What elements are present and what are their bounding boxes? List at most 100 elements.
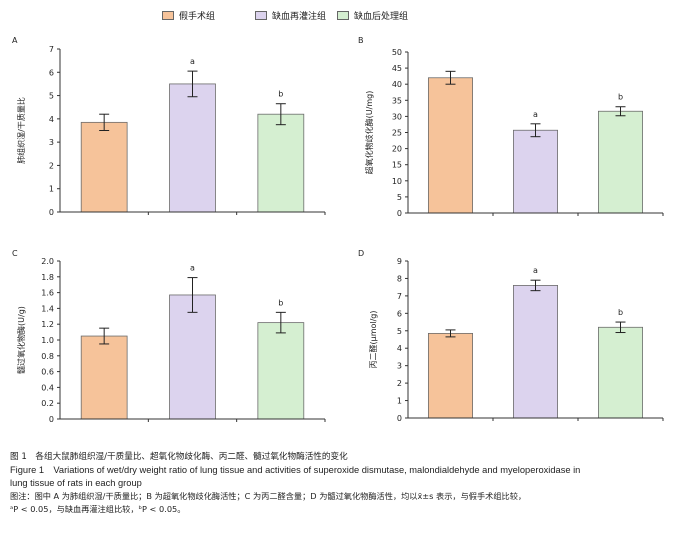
chart-d-bar-2 (513, 285, 559, 419)
chart-c-sig-label-2: a (190, 264, 195, 273)
chart-c-errorbar-3 (275, 311, 286, 334)
chart-d-errorbar-2 (530, 279, 541, 292)
chart-c-errorbar-2 (187, 277, 198, 313)
chart-a-errorbar-1 (99, 113, 110, 131)
legend-label-sham: 假手术组 (179, 11, 216, 22)
legend-item-ir: 缺血再灌注组 (255, 9, 327, 22)
chart-d-sig-label-2: a (533, 266, 538, 275)
legend-label-ir: 缺血再灌注组 (272, 11, 327, 22)
chart-d-ytick-label-5: 5 (397, 327, 402, 336)
chart-b-bar-3 (598, 110, 644, 214)
chart-a-errorbar-3 (275, 103, 286, 126)
chart-c-ytick-label-9: 1.8 (41, 273, 54, 282)
chart-c-bar-2 (169, 294, 216, 420)
chart-d-ytick-label-4: 4 (397, 344, 402, 353)
figure-caption: 图 1 各组大鼠肺组织湿/干质量比、超氧化物歧化酶、丙二醛、髓过氧化物酶活性的变… (10, 451, 680, 516)
chart-a-ytick-label-3: 3 (49, 138, 54, 147)
chart-a-errorbar-2 (187, 70, 198, 98)
caption-note-line-1: 图注：图中 A 为肺组织湿/干质量比；B 为超氧化物歧化酶活性；C 为丙二醛含量… (10, 491, 527, 501)
chart-d-ytick-label-9: 9 (397, 257, 402, 266)
chart-b-errorbar-3 (615, 106, 626, 117)
chart-d-ytick-label-8: 8 (397, 274, 402, 283)
chart-a-ytick-label-1: 1 (49, 185, 54, 194)
chart-b-errorbar-2 (530, 123, 541, 138)
chart-d-ylabel: 丙二醛(μmol/g) (368, 310, 378, 368)
chart-c-ytick-label-0: 0 (49, 415, 54, 424)
legend: 假手术组 缺血再灌注组 缺血后处理组 (0, 0, 686, 26)
chart-a-ytick-label-7: 7 (49, 45, 54, 54)
chart-a-sig-label-2: a (190, 57, 195, 66)
chart-c-ytick-label-3: 0.6 (41, 368, 54, 377)
chart-d-panel-letter: D (358, 249, 364, 258)
chart-a-bar-2 (169, 83, 216, 213)
chart-c-bar-1 (80, 335, 128, 420)
legend-swatch-ir (255, 10, 267, 20)
chart-c-ytick-label-2: 0.4 (41, 383, 54, 392)
chart-b-ytick-label-2: 10 (392, 177, 402, 186)
chart-c-ytick-label-10: 2.0 (41, 257, 54, 266)
chart-a-ylabel: 肺组织湿/干质量比 (16, 97, 26, 164)
chart-b-sig-label-2: a (533, 110, 538, 119)
chart-a-ytick-label-5: 5 (49, 92, 54, 101)
chart-c: C 髓过氧化物酶(U/g) a b 0 0.2 0.4 0.6 0.8 1.0 1.2 1.4 1.6 1… (12, 249, 326, 424)
chart-d-errorbar-3 (615, 321, 626, 334)
chart-c-ytick-label-4: 0.8 (41, 352, 54, 361)
chart-b-ytick-label-9: 45 (392, 64, 402, 73)
chart-c-ytick-label-8: 1.6 (41, 289, 54, 298)
caption-note-line-2: ᵃP < 0.05，与缺血再灌注组比较，ᵇP < 0.05。 (10, 504, 186, 514)
chart-b-ytick-label-7: 35 (392, 96, 402, 105)
chart-b-ytick-label-4: 20 (392, 145, 402, 154)
chart-b-bar-1 (427, 77, 473, 214)
chart-b-ytick-label-1: 5 (397, 193, 402, 202)
chart-c-ytick-label-7: 1.4 (41, 304, 54, 313)
chart-b-ytick-label-6: 30 (392, 112, 402, 121)
chart-c-sig-label-3: b (278, 298, 283, 307)
chart-b-ytick-label-3: 15 (392, 161, 402, 170)
chart-d: D 丙二醛(μmol/g) a b 0 1 2 3 4 5 6 7 8 9 (358, 249, 664, 423)
legend-item-postcond: 缺血后处理组 (337, 9, 409, 22)
chart-c-errorbar-1 (99, 327, 110, 345)
chart-b-ytick-label-8: 40 (392, 80, 402, 89)
chart-d-bar-3 (598, 326, 644, 419)
chart-d-sig-label-3: b (618, 308, 623, 317)
chart-b-panel-letter: B (358, 36, 364, 45)
legend-swatch-postcond (337, 10, 349, 20)
caption-en-line-1: Figure 1 Variations of wet/dry weight ra… (10, 465, 581, 475)
caption-zh-title: 图 1 各组大鼠肺组织湿/干质量比、超氧化物歧化酶、丙二醛、髓过氧化物酶活性的变… (10, 452, 348, 462)
chart-a-panel-letter: A (12, 36, 18, 45)
chart-b: B 超氧化物歧化酶(U/mg) a b 0 5 10 15 20 25 30 35 40 45 50 (358, 36, 664, 218)
chart-b-ytick-label-0: 0 (397, 209, 402, 218)
chart-b-ylabel: 超氧化物歧化酶(U/mg) (364, 91, 374, 175)
chart-d-bar-1 (427, 332, 473, 419)
chart-d-ytick-label-2: 2 (397, 379, 402, 388)
chart-c-ytick-label-6: 1.2 (41, 320, 54, 329)
chart-a-ytick-label-2: 2 (49, 161, 54, 170)
caption-en-line-2: lung tissue of rats in each group (10, 478, 142, 488)
chart-d-ytick-label-0: 0 (397, 414, 402, 423)
chart-b-ytick-label-10: 50 (392, 48, 402, 57)
legend-label-postcond: 缺血后处理组 (354, 11, 409, 22)
chart-b-errorbar-1 (445, 70, 456, 85)
chart-a-bar-3 (257, 113, 305, 213)
chart-c-ylabel: 髓过氧化物酶(U/g) (16, 306, 26, 374)
chart-b-ytick-label-5: 25 (392, 129, 402, 138)
chart-c-bar-3 (257, 322, 305, 420)
chart-c-panel-letter: C (12, 249, 18, 258)
chart-a: A 肺组织湿/干质量比 a b 0 1 2 3 4 5 6 7 (12, 36, 326, 217)
chart-c-ytick-label-5: 1.0 (41, 336, 54, 345)
chart-d-ytick-label-3: 3 (397, 362, 402, 371)
chart-b-sig-label-3: b (618, 93, 623, 102)
legend-item-sham: 假手术组 (162, 9, 216, 22)
chart-d-errorbar-1 (445, 329, 456, 338)
chart-d-ytick-label-7: 7 (397, 292, 402, 301)
chart-d-ytick-label-1: 1 (397, 397, 402, 406)
chart-a-ytick-label-0: 0 (49, 208, 54, 217)
chart-a-bar-1 (80, 121, 128, 213)
chart-a-ytick-label-4: 4 (49, 115, 54, 124)
chart-b-bar-2 (513, 129, 559, 214)
chart-c-ytick-label-1: 0.2 (41, 399, 54, 408)
chart-a-sig-label-3: b (278, 90, 283, 99)
chart-d-ytick-label-6: 6 (397, 309, 402, 318)
chart-a-ytick-label-6: 6 (49, 68, 54, 77)
